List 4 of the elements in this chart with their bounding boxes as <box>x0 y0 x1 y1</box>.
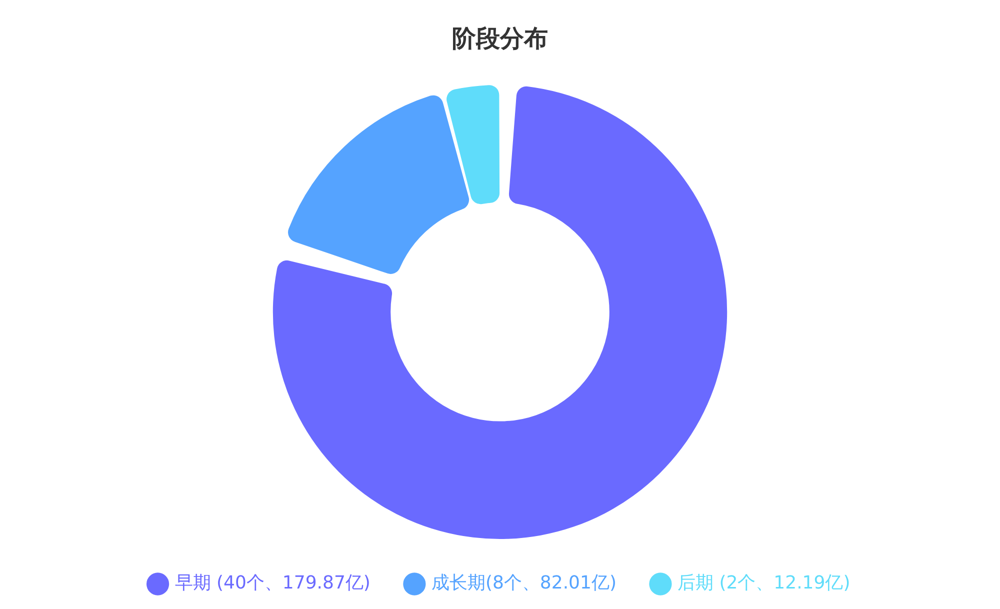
legend-label: 成长期(8个、82.01亿) <box>431 572 616 594</box>
chart-title: 阶段分布 <box>452 24 548 53</box>
legend-label: 早期 (40个、179.87亿) <box>174 572 370 594</box>
legend-label: 后期 (2个、12.19亿) <box>677 572 850 594</box>
